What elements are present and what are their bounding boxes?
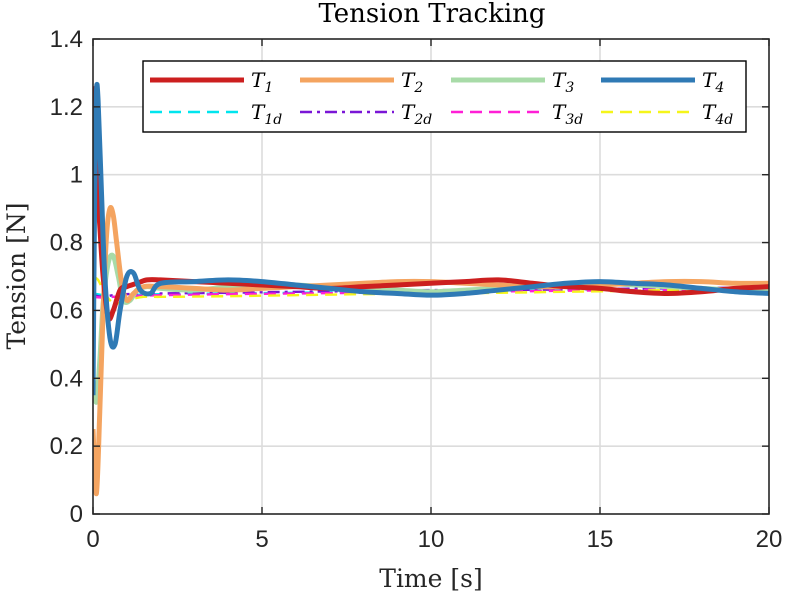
legend-label: T1d (251, 100, 282, 128)
series-line-t4 (93, 81, 769, 396)
y-tick-label: 0.6 (50, 297, 83, 324)
legend-entry-t1d: T1d (150, 100, 282, 128)
y-axis-label: Tension [N] (2, 203, 31, 350)
legend-label: T3d (552, 100, 583, 128)
legend-entry-t3d: T3d (451, 100, 583, 128)
x-tick-label: 5 (255, 526, 268, 553)
x-tick-label: 0 (86, 526, 99, 553)
legend-entry-t3: T3 (451, 68, 574, 96)
chart-title: Tension Tracking (318, 0, 545, 29)
series-line-t2 (93, 204, 769, 497)
legend: T1 T2 T3 T4 T1d T2d T3d T4d (142, 60, 747, 133)
y-tick-label: 1.4 (50, 26, 83, 53)
legend-label: T2d (401, 100, 432, 128)
legend-entry-t2: T2 (300, 68, 423, 96)
legend-label: T2 (401, 68, 423, 96)
x-tick-label: 10 (418, 526, 445, 553)
y-tick-label: 0.2 (50, 433, 83, 460)
x-tick-label: 20 (756, 526, 783, 553)
legend-entry-t1: T1 (150, 68, 273, 96)
legend-label: T4 (702, 68, 724, 96)
y-tick-label: 0.4 (50, 365, 83, 392)
x-tick-label: 15 (587, 526, 614, 553)
series-lines (93, 81, 769, 497)
legend-entry-t2d: T2d (300, 100, 432, 128)
legend-entry-t4d: T4d (601, 100, 733, 128)
legend-box (142, 60, 747, 133)
y-tick-label: 0.8 (50, 230, 83, 257)
y-tick-label: 1 (70, 162, 83, 189)
series-line-t4d (93, 275, 769, 305)
axis-ticks: 0 5 10 15 20 0 0.2 0.4 0.6 0.8 1 1.2 1.4 (50, 26, 783, 553)
legend-label: T3 (552, 68, 574, 96)
legend-label: T4d (702, 100, 733, 128)
y-tick-label: 0 (70, 501, 83, 528)
legend-label: T1 (251, 68, 273, 96)
y-tick-label: 1.2 (50, 94, 83, 121)
x-axis-label: Time [s] (379, 564, 482, 593)
legend-entry-t4: T4 (601, 68, 724, 96)
